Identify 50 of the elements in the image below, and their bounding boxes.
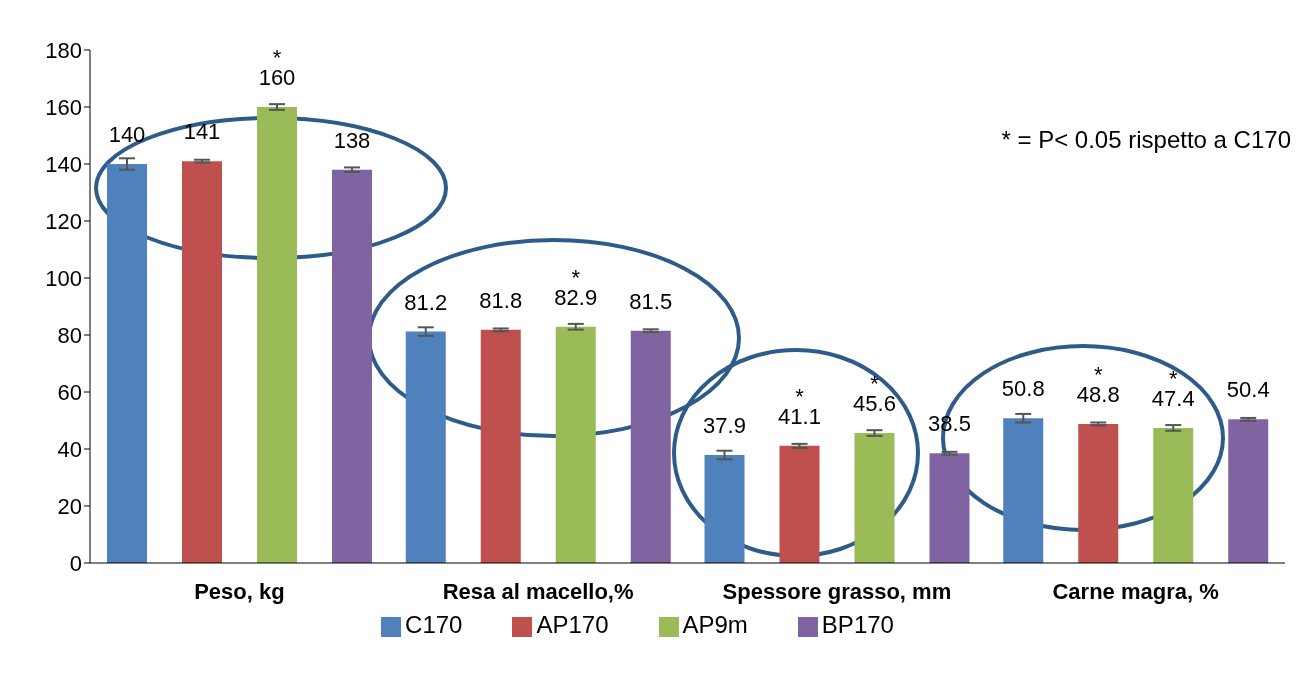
data-label: 37.9 [703,412,746,438]
y-tick-label: 180 [45,37,82,63]
y-tick-label: 140 [45,151,82,177]
bar [257,107,297,563]
data-label: 81.2 [404,289,448,315]
bar [1078,423,1119,563]
data-label: * 41.1 [778,383,821,429]
data-label: * 48.8 [1076,361,1120,407]
bar [1153,427,1194,563]
y-tick-label: 80 [57,322,82,348]
bar [704,454,745,563]
data-label: * 160 [258,45,296,90]
legend-label: BP170 [821,611,894,638]
data-label: 81.8 [479,287,523,313]
data-label: 141 [183,119,221,145]
x-tick-label: Peso, kg [194,578,285,604]
annotation: * = P< 0.05 rispetto a C170 [1001,126,1291,154]
data-label: * 45.6 [853,371,896,417]
data-label: 50.8 [1001,376,1045,402]
data-label: 81.5 [629,288,673,314]
bar [1003,418,1044,563]
bar [854,433,895,563]
data-label: 140 [108,122,146,147]
legend-label: C170 [405,611,463,638]
y-tick-label: 20 [57,493,82,519]
bar [779,445,820,563]
y-tick-label: 160 [45,94,82,120]
data-label: * 47.4 [1151,365,1195,411]
legend-label: AP9m [682,611,748,638]
bar [405,331,446,563]
x-tick-label: Spessore grasso, mm [722,578,952,604]
y-tick-label: 40 [57,436,82,462]
bar [480,329,521,563]
bar [1228,419,1269,563]
bar [332,169,372,563]
bar [929,453,970,563]
y-tick-label: 60 [57,379,82,405]
y-tick-label: 0 [69,550,82,576]
x-tick-label: Carne magra, % [1052,578,1219,604]
y-tick-label: 120 [45,208,82,234]
bar [107,164,147,563]
bar [630,330,671,563]
x-tick-label: Resa al macello,% [442,578,634,604]
bar [182,161,222,563]
y-tick-label: 100 [45,265,82,291]
data-label: 138 [333,127,371,153]
legend-label: AP170 [536,611,609,638]
bar [555,326,596,563]
data-label: * 82.9 [554,264,598,310]
data-label: 50.4 [1226,377,1270,403]
